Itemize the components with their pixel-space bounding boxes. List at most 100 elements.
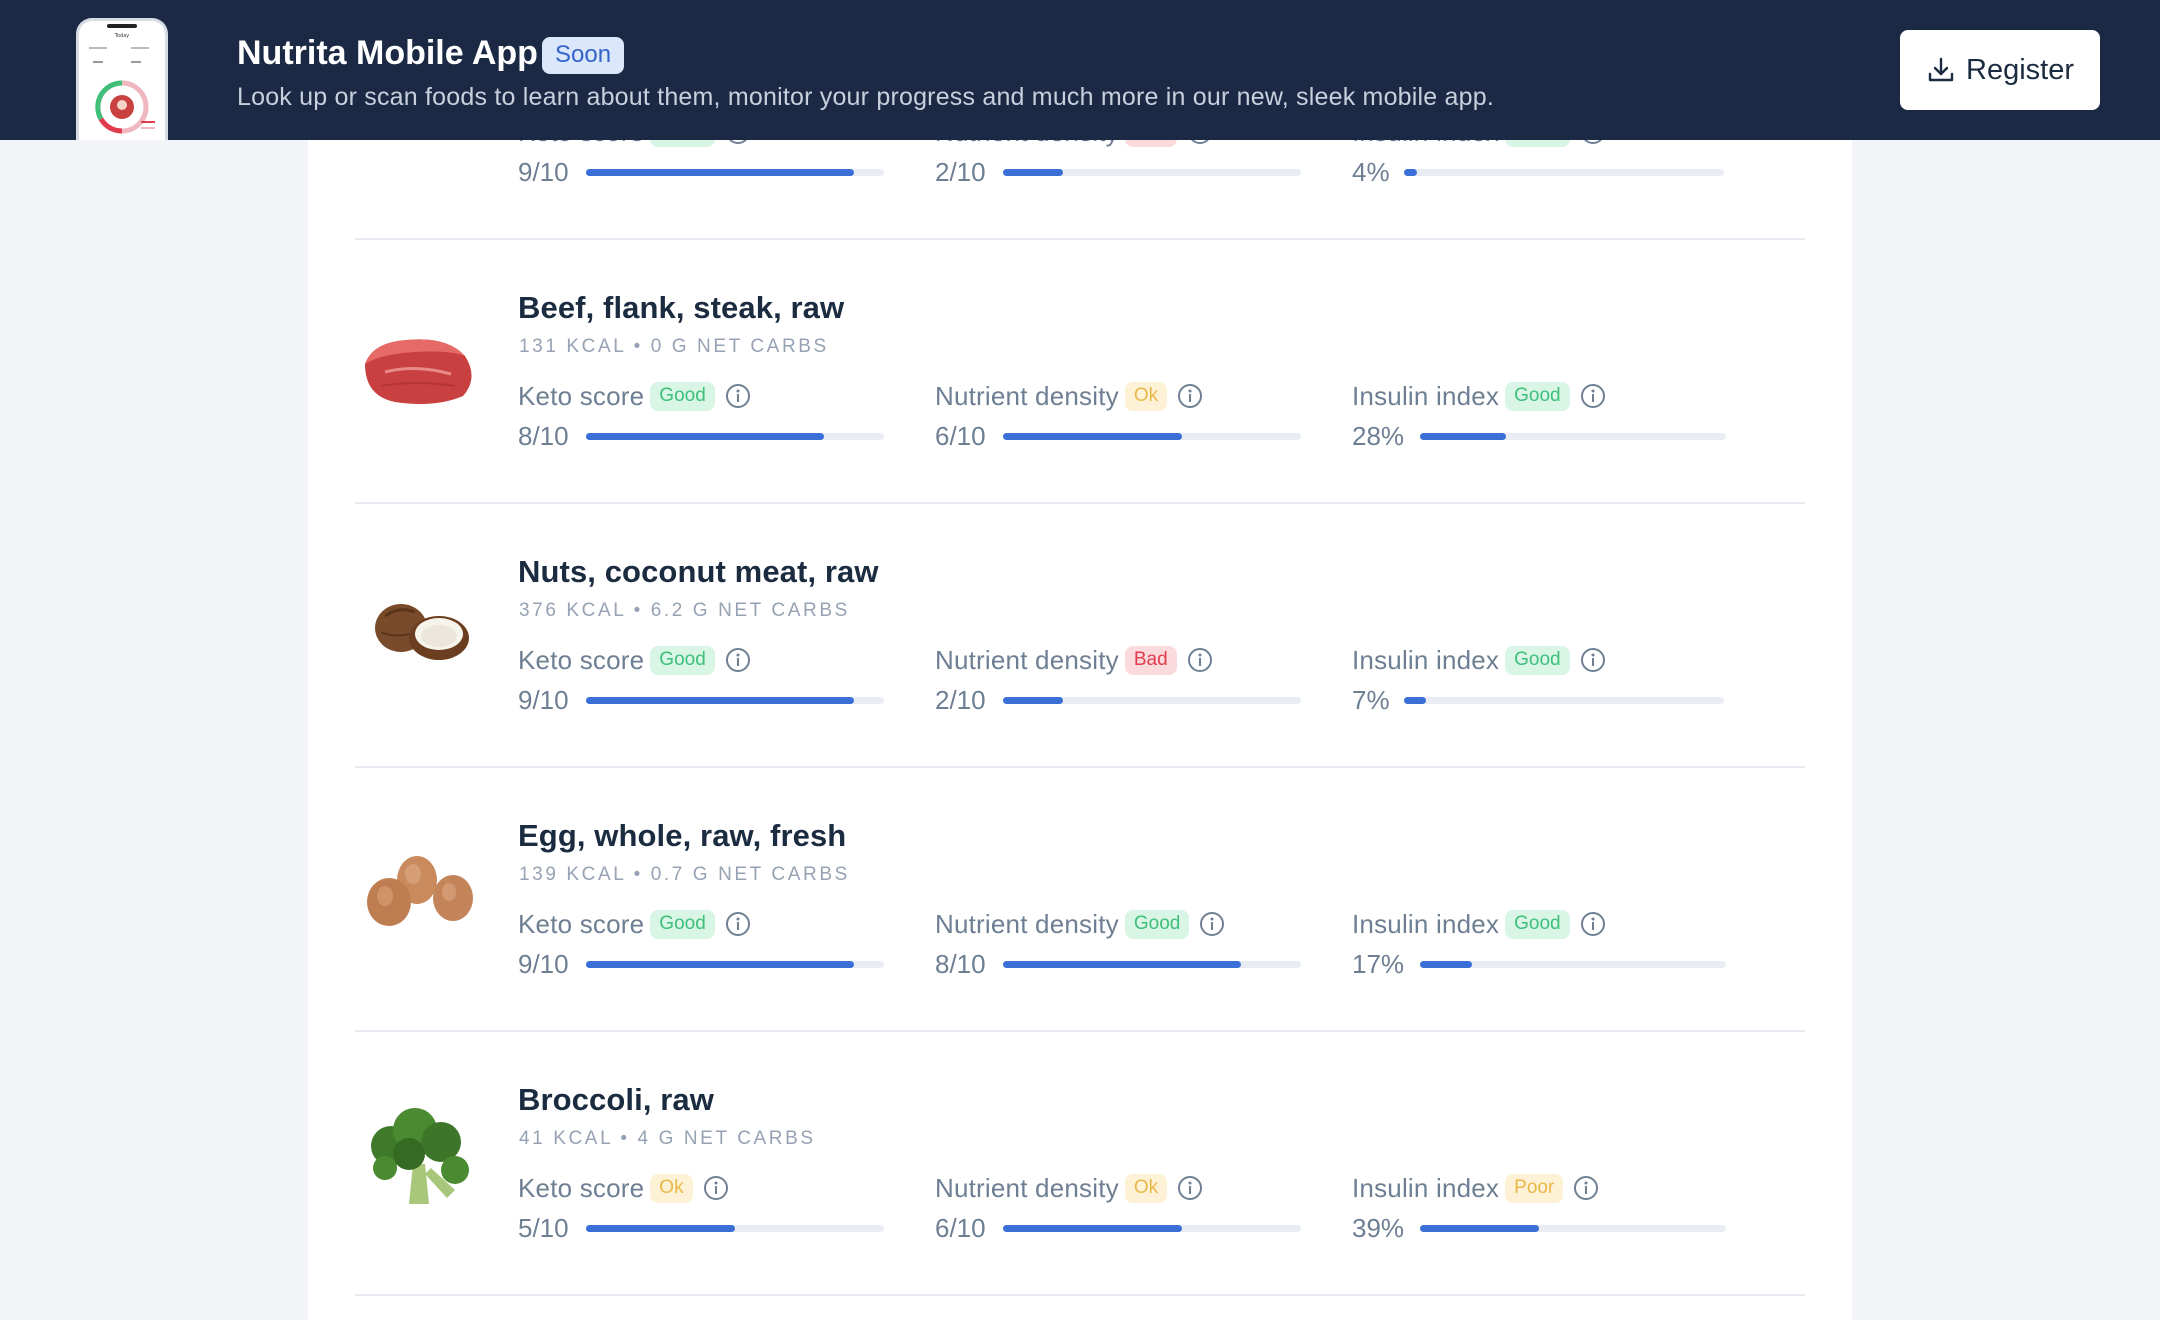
register-label: Register [1966, 53, 2074, 86]
broccoli-image [371, 1108, 469, 1204]
nutrient-density-bar [1003, 960, 1301, 968]
insulin-index-bar [1420, 432, 1726, 440]
insulin-index-label: Insulin index [1352, 380, 1500, 411]
nutrient-density-value: 8/10 [935, 948, 986, 979]
keto-score-bar-fill [586, 168, 855, 176]
insulin-index-bar-fill [1420, 432, 1506, 440]
nutrient-density-bar [1003, 1224, 1301, 1232]
insulin-index-badge: Poor [1505, 1173, 1564, 1203]
keto-score-value: 9/10 [518, 948, 569, 979]
info-icon[interactable] [1199, 911, 1225, 937]
insulin-index-bar-fill [1404, 168, 1417, 176]
food-name[interactable]: Nuts, coconut meat, raw [518, 554, 879, 589]
food-item-egg[interactable]: Egg, whole, raw, fresh 139 KCAL • 0.7 G … [355, 768, 1805, 1032]
keto-score-label: Keto score [518, 380, 645, 411]
info-icon[interactable] [1187, 647, 1213, 673]
food-item-coconut[interactable]: Nuts, coconut meat, raw 376 KCAL • 6.2 G… [355, 504, 1805, 768]
nutrient-density-value: 6/10 [935, 420, 986, 451]
nutrient-density-label: Nutrient density [935, 644, 1119, 675]
insulin-index-metric: Insulin index Good 28% [1352, 374, 1732, 454]
insulin-index-bar-fill [1420, 960, 1473, 968]
register-button[interactable]: Register [1900, 30, 2100, 110]
info-icon[interactable] [1573, 1175, 1599, 1201]
insulin-index-label: Insulin index [1352, 644, 1500, 675]
food-item-broccoli[interactable]: Broccoli, raw 41 KCAL • 4 G NET CARBS Ke… [355, 1032, 1805, 1296]
insulin-index-value: 7% [1352, 684, 1390, 715]
keto-score-bar [586, 168, 884, 176]
keto-score-value: 9/10 [518, 156, 569, 187]
nutrient-density-bar-fill [1003, 1224, 1182, 1232]
eggs-image [367, 856, 473, 926]
nutrient-density-value: 2/10 [935, 684, 986, 715]
insulin-index-badge: Good [1505, 381, 1570, 411]
nutrient-density-metric: Nutrient density Bad 2/10 [935, 638, 1315, 718]
insulin-index-value: 39% [1352, 1212, 1405, 1243]
nutrient-density-bar [1003, 168, 1301, 176]
insulin-index-badge: Good [1505, 645, 1570, 675]
nutrient-density-bar [1003, 432, 1301, 440]
keto-score-badge: Good [650, 381, 715, 411]
download-icon [1928, 57, 1954, 82]
food-name[interactable]: Egg, whole, raw, fresh [518, 818, 847, 853]
insulin-index-value: 17% [1352, 948, 1405, 979]
info-icon[interactable] [725, 911, 751, 937]
info-icon[interactable] [725, 647, 751, 673]
insulin-index-bar-fill [1420, 1224, 1540, 1232]
keto-score-bar [586, 696, 884, 704]
nutrient-density-metric: Nutrient density Good 8/10 [935, 902, 1315, 982]
soon-badge: Soon [542, 37, 625, 74]
insulin-index-bar-fill [1404, 696, 1427, 704]
insulin-index-value: 28% [1352, 420, 1405, 451]
keto-score-badge: Good [650, 909, 715, 939]
nutrient-density-value: 2/10 [935, 156, 986, 187]
keto-score-label: Keto score [518, 1172, 645, 1203]
info-icon[interactable] [1177, 1175, 1203, 1201]
food-item-beef[interactable]: Beef, flank, steak, raw 131 KCAL • 0 G N… [355, 240, 1805, 504]
info-icon[interactable] [1580, 647, 1606, 673]
food-name[interactable]: Beef, flank, steak, raw [518, 290, 845, 325]
info-icon[interactable] [1177, 383, 1203, 409]
nutrient-density-bar-fill [1003, 696, 1063, 704]
nutrient-density-label: Nutrient density [935, 1172, 1119, 1203]
food-name[interactable]: Broccoli, raw [518, 1082, 714, 1117]
food-meta: 131 KCAL • 0 G NET CARBS [519, 336, 829, 357]
nutrient-density-bar [1003, 696, 1301, 704]
info-icon[interactable] [703, 1175, 729, 1201]
phone-screen-graphic: Today [89, 24, 155, 134]
insulin-index-metric: Insulin index Good 17% [1352, 902, 1732, 982]
keto-score-metric: Keto score Good 8/10 [518, 374, 898, 454]
keto-score-bar [586, 960, 884, 968]
insulin-index-value: 4% [1352, 156, 1390, 187]
insulin-index-metric: Insulin index Poor 39% [1352, 1166, 1732, 1246]
info-icon[interactable] [1580, 383, 1606, 409]
insulin-index-bar [1404, 696, 1724, 704]
nutrient-density-metric: Nutrient density Ok 6/10 [935, 1166, 1315, 1246]
info-icon[interactable] [725, 383, 751, 409]
keto-score-badge: Ok [650, 1173, 693, 1203]
keto-score-bar-fill [586, 1224, 735, 1232]
keto-score-value: 9/10 [518, 684, 569, 715]
insulin-index-bar [1404, 168, 1724, 176]
keto-score-label: Keto score [518, 908, 645, 939]
info-icon[interactable] [1580, 911, 1606, 937]
nutrient-density-badge: Ok [1124, 381, 1168, 411]
nutrient-density-badge: Ok [1124, 1173, 1168, 1203]
food-meta: 41 KCAL • 4 G NET CARBS [519, 1128, 816, 1149]
keto-score-bar-fill [586, 432, 825, 440]
food-meta: 139 KCAL • 0.7 G NET CARBS [519, 864, 850, 885]
insulin-index-bar [1420, 1224, 1726, 1232]
nutrient-density-bar-fill [1003, 168, 1063, 176]
nutrient-density-badge: Good [1124, 909, 1190, 939]
nutrient-density-bar-fill [1003, 960, 1242, 968]
keto-score-bar-fill [586, 696, 855, 704]
keto-score-value: 8/10 [518, 420, 569, 451]
keto-score-bar [586, 432, 884, 440]
keto-score-metric: Keto score Good 9/10 [518, 638, 898, 718]
keto-score-bar-fill [586, 960, 855, 968]
keto-score-metric: Keto score Ok 5/10 [518, 1166, 898, 1246]
keto-score-bar [586, 1224, 884, 1232]
insulin-index-metric: Insulin index Good 7% [1352, 638, 1732, 718]
insulin-index-label: Insulin index [1352, 908, 1500, 939]
insulin-index-bar [1420, 960, 1726, 968]
insulin-index-label: Insulin index [1352, 1172, 1500, 1203]
